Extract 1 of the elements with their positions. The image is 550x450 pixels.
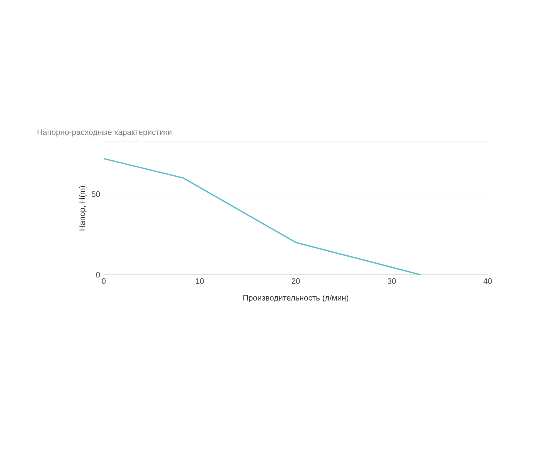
line-series <box>103 158 422 276</box>
